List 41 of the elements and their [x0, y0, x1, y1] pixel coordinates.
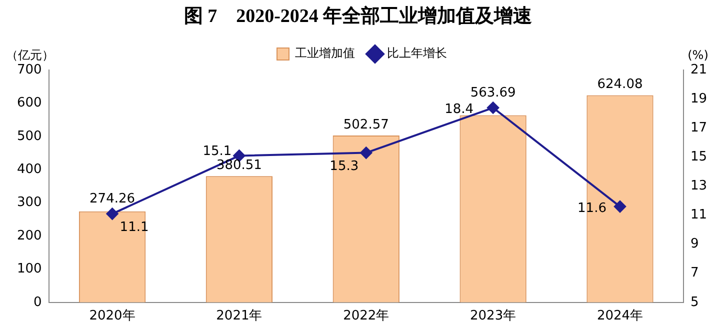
- y2-axis-title: (%): [688, 48, 708, 62]
- y-tick-label: 300: [16, 195, 42, 210]
- point: [106, 208, 118, 220]
- y2-tick-label: 9: [690, 236, 699, 252]
- data-label: 11.6: [578, 200, 606, 216]
- data-label: 274.26: [90, 192, 136, 207]
- x-tick-label: 2023年: [470, 308, 516, 324]
- chart-title: 图 7 2020-2024 年全部工业增加值及增速: [182, 4, 534, 29]
- data-label: 18.4: [444, 102, 474, 118]
- x-tick-label: 2020年: [89, 308, 136, 324]
- data-label: 15.1: [202, 144, 232, 160]
- data-label: 563.69: [470, 86, 516, 101]
- y-tick-label: 0: [34, 294, 42, 310]
- y2-tick-label: 15: [690, 150, 708, 165]
- y-tick-label: 700: [16, 62, 42, 78]
- data-label: 624.08: [597, 77, 643, 92]
- y2-tick-label: 13: [690, 178, 708, 194]
- data-label: 380.51: [216, 158, 262, 173]
- x-tick-label: 2021年: [216, 308, 262, 324]
- y2-tick-label: 21: [690, 62, 708, 78]
- data-label: 11.1: [120, 220, 149, 236]
- legend-label: 工业增加值: [295, 46, 355, 60]
- x-tick-label: 2022年: [343, 308, 390, 324]
- point: [360, 146, 372, 159]
- y2-tick-label: 17: [690, 120, 708, 136]
- y-tick-label: 100: [16, 262, 42, 277]
- y-tick-label: 200: [16, 228, 42, 244]
- y2-tick-label: 19: [690, 91, 708, 106]
- y-tick-label: 600: [16, 96, 42, 111]
- x-tick-label: 2024年: [596, 308, 644, 324]
- y2-tick-label: 11: [690, 208, 708, 223]
- y2-tick-label: 7: [690, 266, 699, 281]
- data-label: 15.3: [330, 159, 359, 174]
- y-axis-title: （亿元）: [6, 48, 54, 62]
- point: [487, 102, 500, 114]
- data-label: 502.57: [343, 117, 389, 132]
- point: [614, 200, 626, 213]
- legend-label: 比上年增长: [387, 46, 447, 60]
- y2-tick-label: 5: [690, 294, 699, 310]
- y-tick-label: 500: [16, 128, 42, 144]
- y-tick-label: 400: [16, 162, 42, 177]
